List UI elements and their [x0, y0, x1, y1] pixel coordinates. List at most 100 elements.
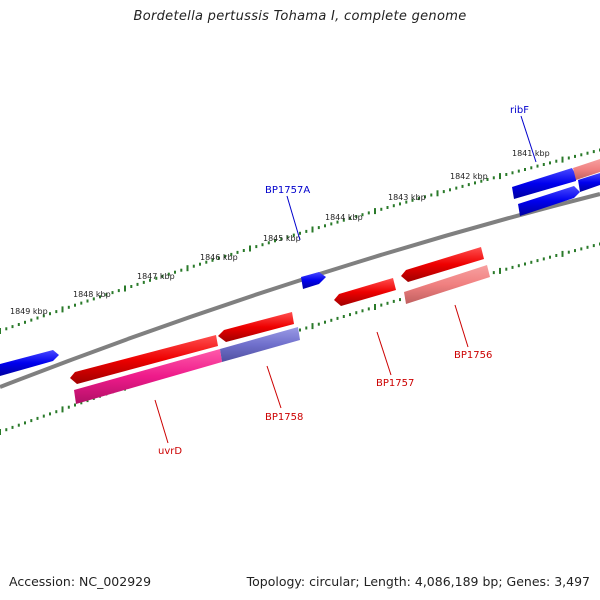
- minor-tick: [49, 312, 51, 316]
- minor-tick: [324, 224, 326, 228]
- minor-tick: [474, 181, 476, 185]
- minor-tick: [92, 297, 95, 301]
- minor-tick: [386, 301, 389, 305]
- minor-tick: [580, 153, 583, 157]
- minor-tick: [392, 204, 395, 208]
- scale-label: 1849 kbp: [10, 307, 48, 316]
- gene-bar: [401, 247, 484, 282]
- scale-label: 1845 kbp: [263, 234, 301, 243]
- gene-label-BP1757A: BP1757A: [265, 185, 310, 196]
- major-tick: [61, 306, 64, 313]
- leader-uvrD: [154, 399, 169, 444]
- minor-tick: [261, 243, 264, 247]
- minor-tick: [292, 233, 295, 237]
- minor-tick: [399, 298, 401, 302]
- minor-tick: [330, 318, 333, 322]
- scale-label: 1847 kbp: [137, 272, 175, 281]
- leader-BP1756: [454, 304, 469, 348]
- minor-tick: [30, 419, 33, 423]
- scale-label: 1844 kbp: [325, 213, 363, 222]
- minor-tick: [442, 190, 445, 194]
- minor-tick: [24, 320, 26, 324]
- minor-tick: [174, 270, 176, 274]
- minor-tick: [417, 197, 420, 201]
- minor-tick: [11, 325, 14, 329]
- minor-tick: [5, 327, 8, 331]
- major-tick: [124, 285, 126, 292]
- minor-tick: [230, 252, 233, 256]
- minor-tick: [86, 299, 89, 303]
- minor-tick: [149, 278, 151, 282]
- minor-tick: [505, 173, 508, 176]
- leader-BP1758: [266, 365, 282, 409]
- minor-tick: [367, 211, 370, 215]
- major-tick: [374, 208, 376, 215]
- minor-tick: [74, 403, 76, 407]
- minor-tick: [130, 285, 133, 288]
- minor-tick: [324, 320, 326, 324]
- minor-tick: [505, 267, 508, 271]
- major-tick: [499, 267, 501, 274]
- minor-tick: [305, 326, 308, 330]
- minor-tick: [380, 207, 383, 211]
- minor-tick: [42, 314, 45, 318]
- minor-tick: [267, 241, 270, 245]
- minor-tick: [105, 293, 108, 297]
- minor-tick: [111, 291, 114, 295]
- leader-BP1757A: [286, 195, 301, 241]
- scale-ticks-inner: [0, 242, 600, 435]
- minor-tick: [361, 213, 364, 217]
- minor-tick: [236, 250, 239, 254]
- minor-tick: [536, 259, 539, 263]
- minor-tick: [355, 311, 358, 315]
- minor-tick: [492, 271, 495, 275]
- minor-tick: [330, 222, 333, 226]
- minor-tick: [142, 280, 145, 284]
- gene-bar: [0, 350, 59, 376]
- minor-tick: [274, 239, 276, 243]
- reverse-genes: [70, 247, 490, 404]
- minor-tick: [299, 231, 301, 235]
- minor-tick: [192, 264, 195, 268]
- minor-tick: [242, 249, 245, 252]
- minor-tick: [399, 202, 401, 206]
- scale-label: 1846 kbp: [200, 253, 238, 262]
- scale-label: 1848 kbp: [73, 290, 111, 299]
- minor-tick: [405, 200, 408, 204]
- minor-tick: [255, 245, 258, 249]
- minor-tick: [349, 313, 351, 317]
- gene-bar: [334, 278, 396, 306]
- minor-tick: [567, 250, 570, 254]
- minor-tick: [342, 315, 345, 318]
- minor-tick: [449, 188, 451, 192]
- minor-tick: [455, 186, 458, 190]
- minor-tick: [136, 282, 139, 286]
- minor-tick: [530, 166, 533, 170]
- gene-label-BP1758: BP1758: [265, 412, 303, 423]
- minor-tick: [511, 171, 514, 175]
- minor-tick: [517, 264, 520, 268]
- gene-bar: [74, 349, 222, 404]
- minor-tick: [574, 249, 576, 253]
- gene-label-uvrD: uvrD: [158, 446, 182, 457]
- minor-tick: [555, 254, 558, 257]
- gene-bar: [578, 173, 600, 192]
- scale-label: 1842 kbp: [450, 172, 488, 181]
- minor-tick: [161, 274, 164, 278]
- minor-tick: [592, 244, 595, 248]
- minor-tick: [336, 316, 339, 320]
- minor-tick: [5, 428, 8, 432]
- scale-labels: 1849 kbp 1848 kbp 1847 kbp 1846 kbp 1845…: [10, 149, 550, 316]
- minor-tick: [542, 257, 545, 261]
- major-tick: [311, 323, 314, 330]
- minor-tick: [224, 254, 226, 258]
- minor-tick: [305, 229, 308, 233]
- minor-tick: [542, 163, 545, 166]
- gene-bar: [220, 327, 300, 362]
- gene-bar: [70, 335, 218, 384]
- minor-tick: [180, 268, 183, 272]
- minor-tick: [24, 421, 26, 425]
- label-leaders: [154, 115, 537, 444]
- minor-tick: [574, 154, 576, 158]
- minor-tick: [17, 423, 20, 427]
